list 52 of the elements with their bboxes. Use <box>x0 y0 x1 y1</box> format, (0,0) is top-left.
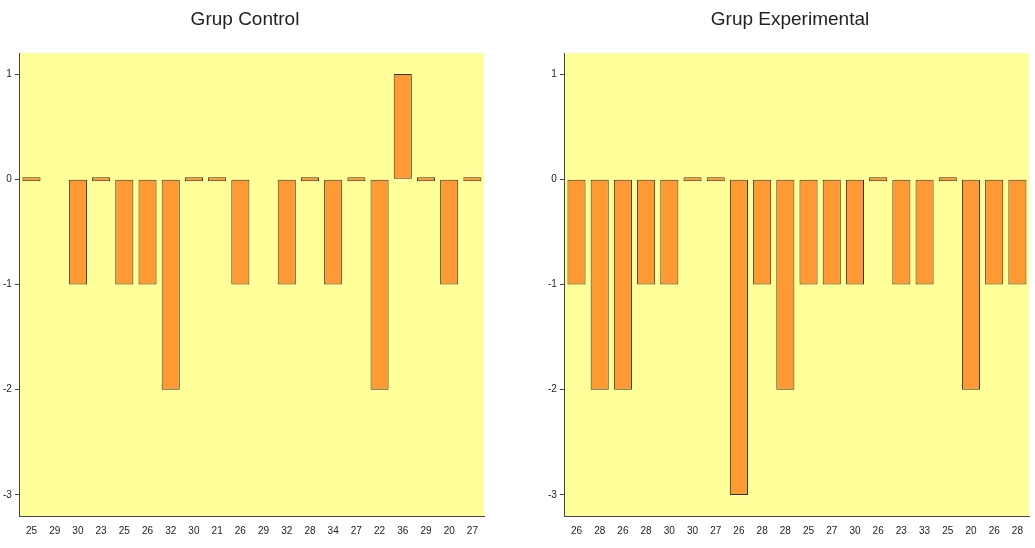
x-tick-label: 28 <box>1011 524 1024 536</box>
x-tick-label: 20 <box>443 524 456 536</box>
y-tick-label: 1 <box>551 67 558 79</box>
x-tick-label: 26 <box>733 524 745 536</box>
y-tick-label: 1 <box>6 67 13 79</box>
x-tick-label: 30 <box>663 524 676 536</box>
y-tick-label: -1 <box>2 278 13 290</box>
x-tick-label: 25 <box>802 524 815 536</box>
x-tick-label: 27 <box>466 524 479 536</box>
x-tick-label: 21 <box>211 524 224 536</box>
x-tick-label: 26 <box>617 524 629 536</box>
x-tick-label: 26 <box>872 524 885 536</box>
x-tick-label: 27 <box>710 524 722 536</box>
x-tick-label: 28 <box>304 524 316 536</box>
y-tick-label: -3 <box>2 488 13 500</box>
x-tick-label: 22 <box>374 524 386 536</box>
y-tick-label: -3 <box>547 488 558 500</box>
y-tick-label: 0 <box>551 173 558 185</box>
x-tick-label: 32 <box>165 524 177 536</box>
x-tick-label: 23 <box>895 524 908 536</box>
x-tick-label: 30 <box>188 524 200 536</box>
x-tick-label: 34 <box>327 524 340 536</box>
chart-title: Grup Control <box>189 8 301 30</box>
x-tick-label: 26 <box>234 524 247 536</box>
chart-title: Grup Experimental <box>709 8 871 30</box>
x-tick-label: 27 <box>826 524 838 536</box>
x-tick-label: 26 <box>988 524 1001 536</box>
x-tick-label: 28 <box>779 524 792 536</box>
x-tick-label: 33 <box>919 524 931 536</box>
y-tick-label: -2 <box>547 383 558 395</box>
y-tick-label: 0 <box>6 173 13 185</box>
x-tick-label: 30 <box>849 524 861 536</box>
x-tick-label: 28 <box>594 524 606 536</box>
y-tick-label: -2 <box>2 383 13 395</box>
x-tick-label: 27 <box>350 524 363 536</box>
x-tick-label: 32 <box>281 524 293 536</box>
x-tick-label: 25 <box>118 524 131 536</box>
x-tick-label: 29 <box>49 524 61 536</box>
x-tick-label: 20 <box>965 524 977 536</box>
x-tick-label: 26 <box>141 524 154 536</box>
y-tick-label: -1 <box>547 278 558 290</box>
x-tick-label: 25 <box>25 524 38 536</box>
x-tick-label: 36 <box>397 524 409 536</box>
x-tick-label: 29 <box>420 524 432 536</box>
x-tick-label: 25 <box>942 524 954 536</box>
x-tick-label: 23 <box>95 524 108 536</box>
x-tick-label: 30 <box>686 524 699 536</box>
x-tick-label: 29 <box>257 524 270 536</box>
x-tick-label: 26 <box>570 524 583 536</box>
x-tick-label: 28 <box>756 524 769 536</box>
x-tick-label: 30 <box>72 524 84 536</box>
x-tick-label: 28 <box>640 524 653 536</box>
